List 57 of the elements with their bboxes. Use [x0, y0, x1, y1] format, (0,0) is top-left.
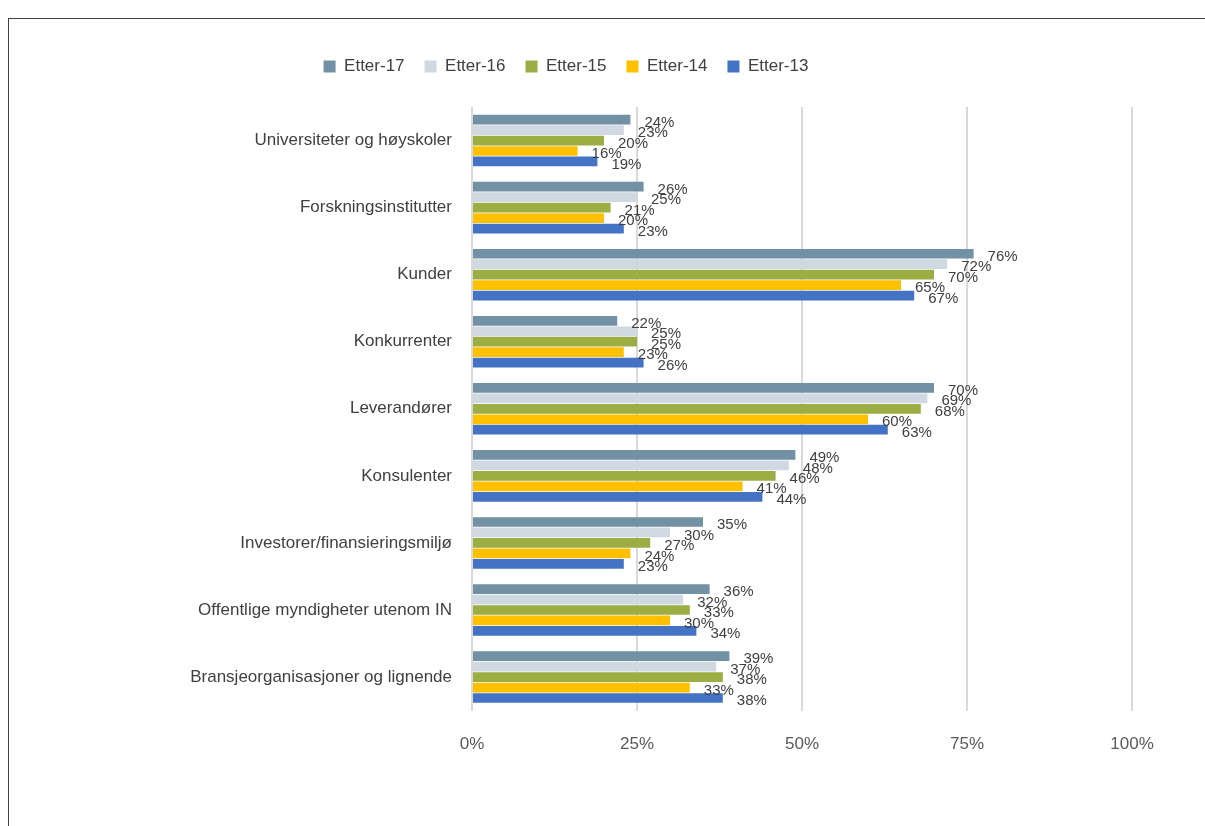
x-tick-label: 0%	[459, 734, 485, 754]
legend-label: Etter-17	[344, 56, 405, 76]
bar	[473, 450, 796, 460]
data-label: 38%	[736, 691, 767, 709]
bar	[473, 347, 624, 358]
y-tick-label: Bransjeorganisasjoner og lignende	[190, 666, 452, 686]
x-tick-label: 25%	[619, 734, 655, 754]
y-tick-label: Universiteter og høyskoler	[254, 130, 453, 150]
bar	[473, 682, 690, 693]
legend-label: Etter-16	[445, 56, 506, 76]
y-tick-label: Konsulenter	[361, 465, 453, 485]
bar	[473, 383, 934, 393]
bar	[473, 672, 723, 682]
bar	[473, 357, 644, 368]
bar	[473, 693, 723, 703]
x-tick-label: 50%	[784, 734, 820, 754]
x-tick-label: 100%	[1110, 734, 1154, 754]
bar	[473, 213, 604, 223]
bar	[473, 336, 637, 347]
legend-label: Etter-15	[546, 56, 607, 76]
bar	[473, 315, 618, 326]
y-tick-label: Kunder	[397, 264, 453, 284]
bar	[473, 248, 974, 259]
bar	[473, 135, 604, 146]
bar	[473, 471, 776, 481]
bar	[473, 114, 631, 125]
bar	[473, 517, 703, 527]
legend-label: Etter-13	[747, 56, 809, 76]
bar	[473, 202, 611, 213]
bar	[473, 605, 690, 615]
bar	[473, 424, 888, 435]
bar	[473, 403, 921, 414]
y-tick-label: Konkurrenter	[353, 331, 453, 351]
bar	[473, 156, 598, 167]
bar	[473, 181, 644, 192]
bar	[473, 615, 670, 626]
x-tick-label: 75%	[949, 734, 985, 754]
y-tick-label: Investorer/finansieringsmiljø	[240, 532, 452, 552]
bar	[473, 584, 710, 594]
bar	[473, 626, 697, 636]
data-label: 35%	[717, 515, 748, 533]
bar	[473, 651, 730, 662]
y-tick-label: Forskningsinstitutter	[299, 197, 453, 217]
bar	[473, 414, 868, 425]
bar	[473, 481, 743, 492]
y-tick-label: Leverandører	[349, 398, 453, 418]
bar	[473, 548, 631, 559]
bar	[473, 269, 934, 280]
legend-label: Etter-14	[646, 56, 708, 76]
bar	[473, 558, 624, 569]
y-tick-label: Offentlige myndigheter utenom IN	[198, 599, 452, 619]
bar	[473, 146, 578, 156]
bar	[473, 290, 915, 301]
bar	[473, 280, 901, 290]
bar	[473, 223, 624, 234]
bar	[473, 491, 763, 502]
bar	[473, 538, 651, 548]
